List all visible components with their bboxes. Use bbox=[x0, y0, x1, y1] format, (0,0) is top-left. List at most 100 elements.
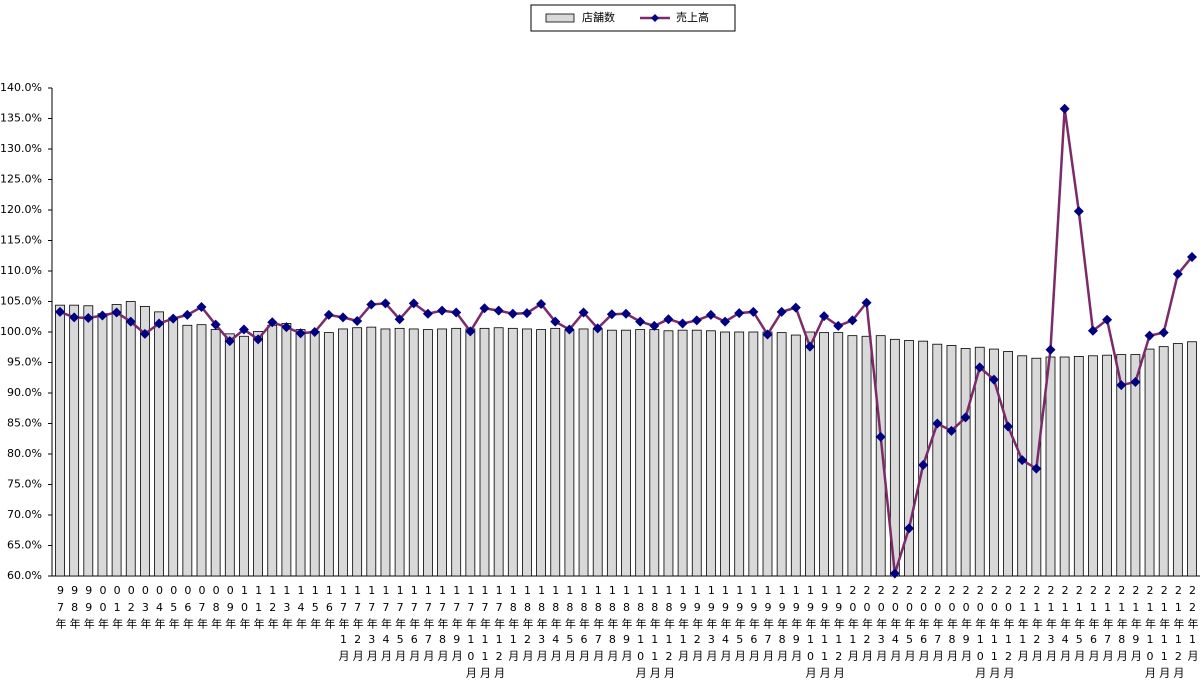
x-tick-label: 21年3月 bbox=[1044, 584, 1058, 665]
marker bbox=[83, 312, 94, 323]
marker bbox=[1172, 269, 1183, 280]
marker bbox=[790, 302, 801, 313]
bar bbox=[1116, 354, 1127, 577]
bar bbox=[790, 334, 801, 577]
marker bbox=[380, 298, 391, 309]
bar bbox=[720, 331, 730, 577]
bar bbox=[210, 329, 221, 577]
bar bbox=[578, 328, 589, 577]
bar bbox=[621, 329, 631, 577]
marker bbox=[154, 318, 165, 329]
marker bbox=[366, 299, 377, 310]
x-tick-label: 00年 bbox=[96, 584, 110, 633]
x-tick-label: 21年10月 bbox=[1143, 584, 1157, 682]
marker bbox=[437, 305, 448, 316]
x-tick-label: 15年 bbox=[308, 584, 322, 633]
x-tick-label: 20年1月 bbox=[846, 584, 860, 665]
legend-marker bbox=[651, 14, 659, 22]
marker bbox=[451, 307, 462, 318]
x-tick-label: 19年5月 bbox=[733, 584, 747, 665]
marker bbox=[97, 310, 108, 321]
marker bbox=[635, 316, 646, 327]
bar bbox=[479, 327, 490, 577]
bar bbox=[83, 305, 94, 577]
bar bbox=[55, 304, 65, 577]
marker bbox=[592, 323, 603, 334]
y-tick-label: 70.0% bbox=[7, 508, 42, 521]
bar bbox=[606, 329, 617, 577]
x-tick-label: 19年8月 bbox=[775, 584, 789, 665]
marker bbox=[182, 309, 193, 320]
x-tick-label: 18年6月 bbox=[577, 584, 591, 665]
marker bbox=[69, 312, 80, 323]
bar bbox=[1003, 351, 1013, 577]
x-tick-label: 18年8月 bbox=[605, 584, 619, 665]
bar bbox=[550, 327, 561, 577]
bar bbox=[267, 324, 278, 577]
bar bbox=[437, 328, 447, 577]
legend-label: 店舗数 bbox=[582, 10, 615, 24]
bar bbox=[734, 331, 745, 577]
legend-label: 売上高 bbox=[676, 10, 709, 24]
bar bbox=[380, 328, 391, 577]
marker bbox=[125, 316, 136, 327]
x-tick-label: 20年7月 bbox=[931, 584, 945, 665]
y-tick-label: 80.0% bbox=[7, 447, 42, 460]
bar bbox=[960, 348, 971, 577]
x-tick-label: 21年5月 bbox=[1072, 584, 1086, 665]
bar bbox=[691, 329, 702, 577]
marker bbox=[168, 313, 179, 324]
x-tick-label: 20年6月 bbox=[917, 584, 931, 665]
bar bbox=[451, 327, 462, 577]
x-tick-label: 12年 bbox=[266, 584, 280, 633]
x-tick-label: 17年2月 bbox=[351, 584, 365, 665]
x-tick-label: 17年5月 bbox=[393, 584, 407, 665]
bar bbox=[522, 328, 532, 577]
x-tick-label: 18年4月 bbox=[549, 584, 563, 665]
bar bbox=[946, 345, 957, 577]
marker bbox=[238, 324, 249, 335]
marker bbox=[111, 307, 122, 318]
bar bbox=[974, 346, 985, 577]
marker bbox=[960, 412, 971, 423]
bar bbox=[507, 327, 518, 577]
bar bbox=[904, 340, 914, 577]
bar bbox=[918, 340, 929, 577]
marker bbox=[1017, 455, 1028, 466]
x-tick-label: 03年 bbox=[138, 584, 152, 633]
y-tick-label: 135.0% bbox=[0, 112, 42, 125]
y-tick-label: 130.0% bbox=[0, 142, 42, 155]
x-tick-label: 08年 bbox=[209, 584, 223, 633]
marker bbox=[621, 308, 631, 319]
y-tick-label: 105.0% bbox=[0, 295, 42, 308]
bar bbox=[422, 329, 433, 577]
x-tick-label: 20年11月 bbox=[987, 584, 1001, 682]
bar bbox=[125, 301, 136, 577]
marker bbox=[210, 319, 221, 330]
bar bbox=[465, 328, 476, 577]
x-tick-label: 09年 bbox=[223, 584, 237, 633]
bar bbox=[281, 323, 292, 577]
bar bbox=[592, 328, 603, 577]
bar bbox=[323, 332, 334, 577]
marker bbox=[550, 316, 561, 327]
x-tick-label: 19年4月 bbox=[719, 584, 733, 665]
y-tick-label: 125.0% bbox=[0, 173, 42, 186]
bar bbox=[932, 343, 943, 577]
bar bbox=[1059, 356, 1070, 577]
bar bbox=[1187, 341, 1197, 577]
marker bbox=[521, 308, 532, 319]
x-tick-label: 06年 bbox=[181, 584, 195, 633]
bar bbox=[253, 330, 264, 577]
x-tick-label: 20年10月 bbox=[973, 584, 987, 682]
bar bbox=[239, 335, 249, 577]
bar bbox=[196, 324, 207, 577]
x-tick-label: 18年3月 bbox=[535, 584, 549, 665]
marker bbox=[267, 317, 278, 328]
bar bbox=[139, 305, 150, 577]
y-tick-label: 75.0% bbox=[7, 478, 42, 491]
x-tick-label: 11年 bbox=[252, 584, 266, 633]
x-tick-label: 20年5月 bbox=[903, 584, 916, 665]
